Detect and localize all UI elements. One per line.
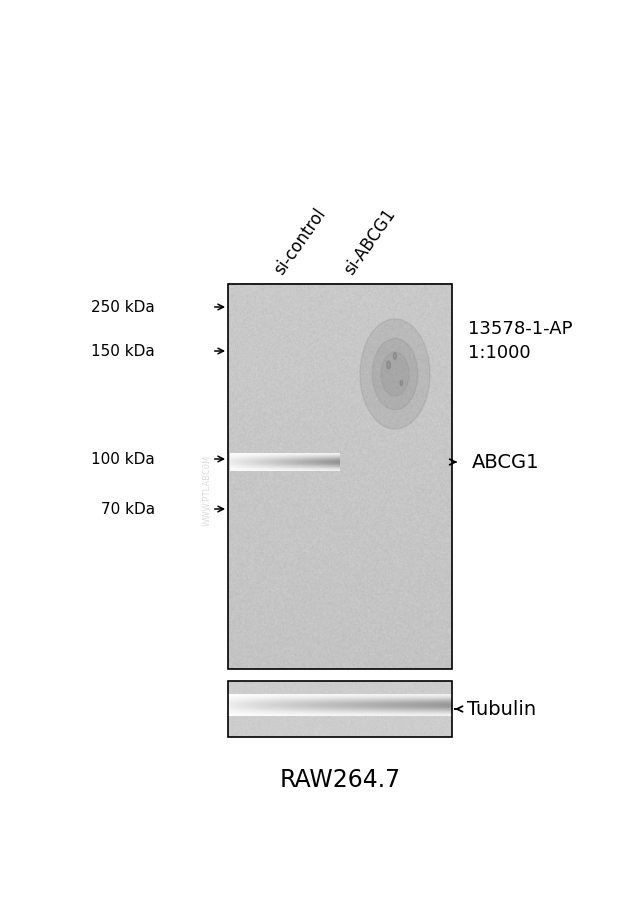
Text: si-control: si-control bbox=[270, 205, 329, 278]
Text: 100 kDa: 100 kDa bbox=[91, 452, 155, 467]
Ellipse shape bbox=[360, 319, 430, 429]
Text: 150 kDa: 150 kDa bbox=[91, 345, 155, 359]
Text: WWW.PTLABC0M: WWW.PTLABC0M bbox=[202, 454, 211, 525]
Text: ABCG1: ABCG1 bbox=[472, 453, 540, 472]
Text: si-ABCG1: si-ABCG1 bbox=[340, 205, 399, 278]
Ellipse shape bbox=[386, 362, 390, 370]
Text: 70 kDa: 70 kDa bbox=[101, 502, 155, 517]
Ellipse shape bbox=[381, 353, 409, 397]
Text: RAW264.7: RAW264.7 bbox=[279, 767, 401, 791]
Text: 250 kDa: 250 kDa bbox=[91, 300, 155, 315]
Ellipse shape bbox=[393, 354, 397, 360]
Bar bbox=[228, 681, 452, 737]
Text: Tubulin: Tubulin bbox=[467, 700, 536, 719]
Ellipse shape bbox=[372, 339, 418, 410]
Bar bbox=[228, 285, 452, 669]
Text: 13578-1-AP
1:1000: 13578-1-AP 1:1000 bbox=[468, 319, 573, 361]
Ellipse shape bbox=[400, 381, 402, 386]
